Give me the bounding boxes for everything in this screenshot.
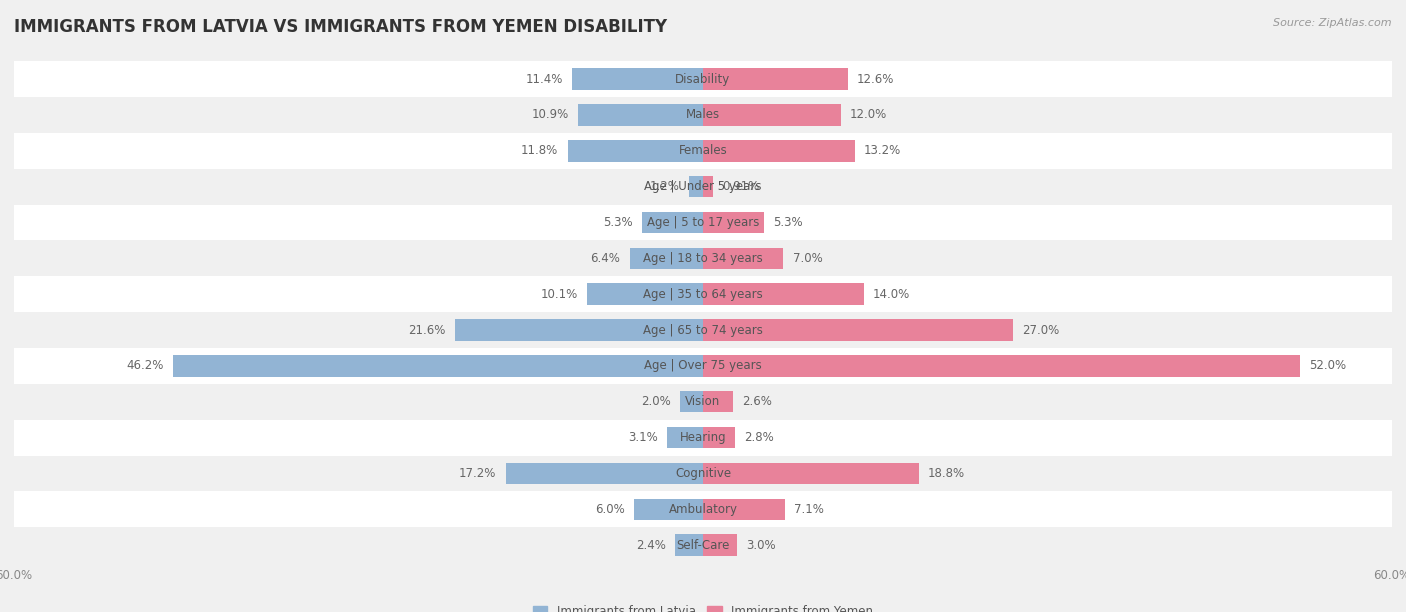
Text: 11.4%: 11.4% — [526, 73, 562, 86]
Text: 46.2%: 46.2% — [127, 359, 163, 372]
Bar — [572, 69, 703, 90]
Bar — [703, 140, 855, 162]
Text: 10.1%: 10.1% — [540, 288, 578, 300]
Bar — [703, 499, 785, 520]
Bar — [634, 499, 703, 520]
Text: 5.3%: 5.3% — [773, 216, 803, 229]
Bar — [14, 527, 1392, 563]
Bar — [14, 61, 1392, 97]
Text: 11.8%: 11.8% — [522, 144, 558, 157]
Bar — [703, 69, 848, 90]
Text: 14.0%: 14.0% — [873, 288, 910, 300]
Bar — [703, 319, 1012, 341]
Bar — [14, 491, 1392, 527]
Bar — [703, 248, 783, 269]
Text: 52.0%: 52.0% — [1309, 359, 1347, 372]
Bar — [675, 534, 703, 556]
Bar — [456, 319, 703, 341]
Text: 21.6%: 21.6% — [408, 324, 446, 337]
Bar — [14, 133, 1392, 169]
Bar — [14, 420, 1392, 455]
Bar — [173, 355, 703, 376]
Text: 5.3%: 5.3% — [603, 216, 633, 229]
Text: Females: Females — [679, 144, 727, 157]
Bar — [14, 384, 1392, 420]
Text: 7.1%: 7.1% — [794, 503, 824, 516]
Text: 10.9%: 10.9% — [531, 108, 568, 121]
Bar — [681, 391, 703, 412]
Bar — [668, 427, 703, 449]
Text: 12.6%: 12.6% — [856, 73, 894, 86]
Bar — [689, 176, 703, 198]
Text: Ambulatory: Ambulatory — [668, 503, 738, 516]
Text: Vision: Vision — [685, 395, 721, 408]
Bar — [14, 241, 1392, 276]
Bar — [703, 212, 763, 233]
Text: 2.0%: 2.0% — [641, 395, 671, 408]
Bar — [568, 140, 703, 162]
Bar — [14, 348, 1392, 384]
Text: 12.0%: 12.0% — [851, 108, 887, 121]
Text: 2.4%: 2.4% — [637, 539, 666, 551]
Text: 1.2%: 1.2% — [650, 180, 681, 193]
Text: Age | 35 to 64 years: Age | 35 to 64 years — [643, 288, 763, 300]
Bar — [703, 427, 735, 449]
Text: 2.6%: 2.6% — [742, 395, 772, 408]
Text: Age | Under 5 years: Age | Under 5 years — [644, 180, 762, 193]
Text: Cognitive: Cognitive — [675, 467, 731, 480]
Text: Males: Males — [686, 108, 720, 121]
Bar — [14, 97, 1392, 133]
Text: Age | 18 to 34 years: Age | 18 to 34 years — [643, 252, 763, 265]
Bar — [703, 355, 1301, 376]
Text: IMMIGRANTS FROM LATVIA VS IMMIGRANTS FROM YEMEN DISABILITY: IMMIGRANTS FROM LATVIA VS IMMIGRANTS FRO… — [14, 18, 668, 36]
Bar — [506, 463, 703, 484]
Bar — [14, 169, 1392, 204]
Bar — [703, 104, 841, 125]
Text: 18.8%: 18.8% — [928, 467, 965, 480]
Bar — [14, 455, 1392, 491]
Bar — [578, 104, 703, 125]
Bar — [703, 283, 863, 305]
Text: 27.0%: 27.0% — [1022, 324, 1060, 337]
Legend: Immigrants from Latvia, Immigrants from Yemen: Immigrants from Latvia, Immigrants from … — [529, 600, 877, 612]
Text: Disability: Disability — [675, 73, 731, 86]
Bar — [14, 312, 1392, 348]
Bar — [588, 283, 703, 305]
Text: Age | 5 to 17 years: Age | 5 to 17 years — [647, 216, 759, 229]
Text: 13.2%: 13.2% — [863, 144, 901, 157]
Text: 6.4%: 6.4% — [591, 252, 620, 265]
Text: 17.2%: 17.2% — [458, 467, 496, 480]
Bar — [703, 463, 920, 484]
Text: Age | Over 75 years: Age | Over 75 years — [644, 359, 762, 372]
Bar — [14, 204, 1392, 241]
Bar — [703, 534, 738, 556]
Text: Source: ZipAtlas.com: Source: ZipAtlas.com — [1274, 18, 1392, 28]
Text: 2.8%: 2.8% — [744, 431, 775, 444]
Text: 6.0%: 6.0% — [595, 503, 624, 516]
Bar — [703, 176, 713, 198]
Bar — [14, 276, 1392, 312]
Text: 0.91%: 0.91% — [723, 180, 759, 193]
Text: Age | 65 to 74 years: Age | 65 to 74 years — [643, 324, 763, 337]
Text: Self-Care: Self-Care — [676, 539, 730, 551]
Text: 7.0%: 7.0% — [793, 252, 823, 265]
Text: 3.1%: 3.1% — [628, 431, 658, 444]
Bar — [643, 212, 703, 233]
Bar — [630, 248, 703, 269]
Text: 3.0%: 3.0% — [747, 539, 776, 551]
Text: Hearing: Hearing — [679, 431, 727, 444]
Bar — [703, 391, 733, 412]
